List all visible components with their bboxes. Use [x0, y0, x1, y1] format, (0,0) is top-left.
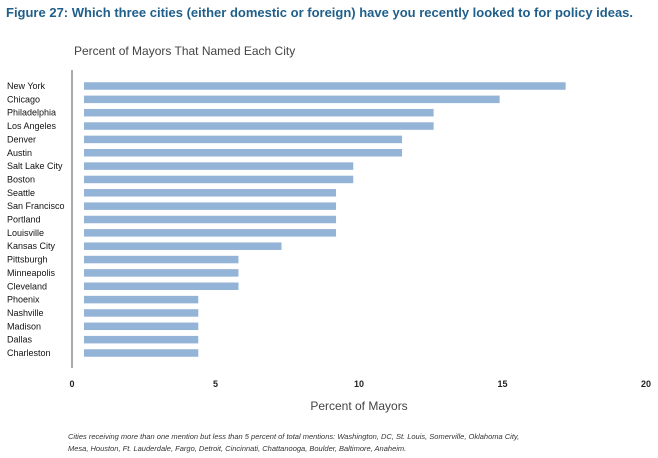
- bar: [84, 309, 199, 317]
- figure-title: Figure 27: Which three cities (either do…: [6, 5, 634, 20]
- category-label: Dallas: [7, 335, 33, 345]
- category-label: San Francisco: [7, 201, 65, 211]
- x-tick-label: 5: [213, 379, 218, 389]
- category-label: Denver: [7, 134, 36, 144]
- bar: [84, 189, 337, 197]
- bar: [84, 242, 282, 250]
- x-tick-label: 15: [497, 379, 507, 389]
- category-label: Boston: [7, 174, 35, 184]
- bar: [84, 322, 199, 331]
- bars-group: [84, 82, 566, 357]
- bar-chart: New York Chicago Philadelphia Los Angeles De…: [7, 70, 651, 413]
- category-label: Los Angeles: [7, 121, 57, 131]
- bar: [84, 122, 434, 130]
- x-tick-label: 20: [641, 379, 651, 389]
- bar: [84, 202, 337, 210]
- category-label: Philadelphia: [7, 108, 56, 118]
- bar: [84, 175, 354, 184]
- category-label: Nashville: [7, 308, 44, 318]
- bar: [84, 282, 239, 290]
- bar: [84, 269, 239, 277]
- category-label: Minneapolis: [7, 268, 56, 278]
- bar: [84, 95, 500, 104]
- category-label: Madison: [7, 321, 41, 331]
- bar: [84, 295, 199, 304]
- x-tick-label: 10: [354, 379, 364, 389]
- bar: [84, 135, 403, 144]
- bar: [84, 215, 337, 224]
- x-tick-label: 0: [69, 379, 74, 389]
- footnote: Cities receiving more than one mention b…: [68, 432, 520, 453]
- category-label: Cleveland: [7, 281, 47, 291]
- category-label: New York: [7, 81, 46, 91]
- bar: [84, 149, 403, 157]
- bar: [84, 82, 566, 90]
- x-axis-label: Percent of Mayors: [310, 399, 407, 413]
- bar: [84, 108, 434, 117]
- category-label: Austin: [7, 148, 32, 158]
- category-label: Salt Lake City: [7, 161, 63, 171]
- bar: [84, 335, 199, 344]
- bar: [84, 255, 239, 264]
- category-label: Chicago: [7, 94, 40, 104]
- category-label: Louisville: [7, 228, 44, 238]
- bar: [84, 349, 199, 357]
- category-label: Portland: [7, 215, 41, 225]
- bar: [84, 162, 354, 170]
- category-label: Seattle: [7, 188, 35, 198]
- category-labels: New York Chicago Philadelphia Los Angeles De…: [7, 81, 65, 358]
- category-label: Charleston: [7, 348, 51, 358]
- category-label: Kansas City: [7, 241, 56, 251]
- category-label: Phoenix: [7, 295, 40, 305]
- x-tick-labels: 0 5 10 15 20: [69, 379, 651, 389]
- bar: [84, 229, 337, 237]
- category-label: Pittsburgh: [7, 255, 48, 265]
- chart-title: Percent of Mayors That Named Each City: [74, 44, 296, 58]
